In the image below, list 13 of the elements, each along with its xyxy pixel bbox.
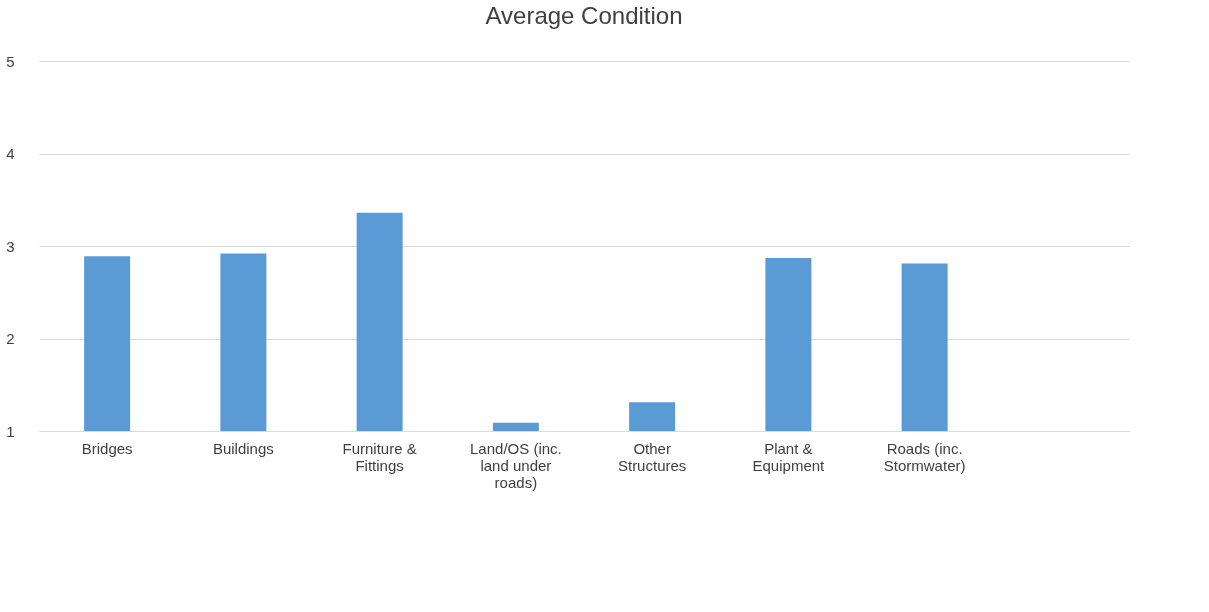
y-tick-label: 3	[6, 237, 15, 255]
x-tick-label: Bridges	[81, 439, 133, 457]
chart-title: Average Condition	[485, 2, 683, 29]
x-tick-label: Furniture & Fittings	[342, 439, 417, 474]
y-tick-label: 1	[6, 422, 15, 440]
x-tick-label: Plant & Equipment	[752, 439, 826, 474]
x-tick-label: Buildings	[212, 439, 274, 457]
y-tick-label: 2	[6, 330, 15, 347]
y-tick-label: 5	[6, 52, 15, 70]
y-tick-label: 4	[6, 145, 15, 162]
x-tick-label: Roads (inc. Stormwater)	[883, 439, 966, 474]
x-tick-label: Land/OS (inc. land under roads)	[470, 439, 562, 491]
x-tick-label: Other Structures	[617, 439, 687, 474]
